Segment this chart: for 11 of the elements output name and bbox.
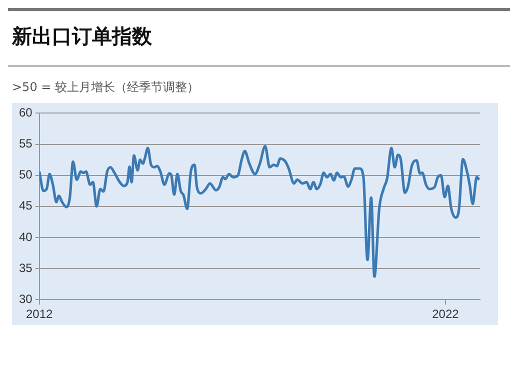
y-tick-label: 50: [18, 168, 33, 182]
chart-title: 新出口订单指数: [10, 23, 153, 50]
y-tick-label: 40: [18, 230, 33, 244]
y-tick-label: 60: [18, 106, 33, 120]
y-tick-label: 35: [18, 260, 33, 275]
chart-subtitle: >50 = 较上月增长（经季节调整）: [11, 79, 200, 96]
x-tick-label: 2012: [26, 307, 54, 322]
y-tick-label: 45: [18, 198, 33, 213]
x-tick-label: 2022: [432, 307, 460, 322]
y-tick-label: 30: [18, 292, 33, 306]
y-tick-label: 55: [18, 136, 33, 151]
